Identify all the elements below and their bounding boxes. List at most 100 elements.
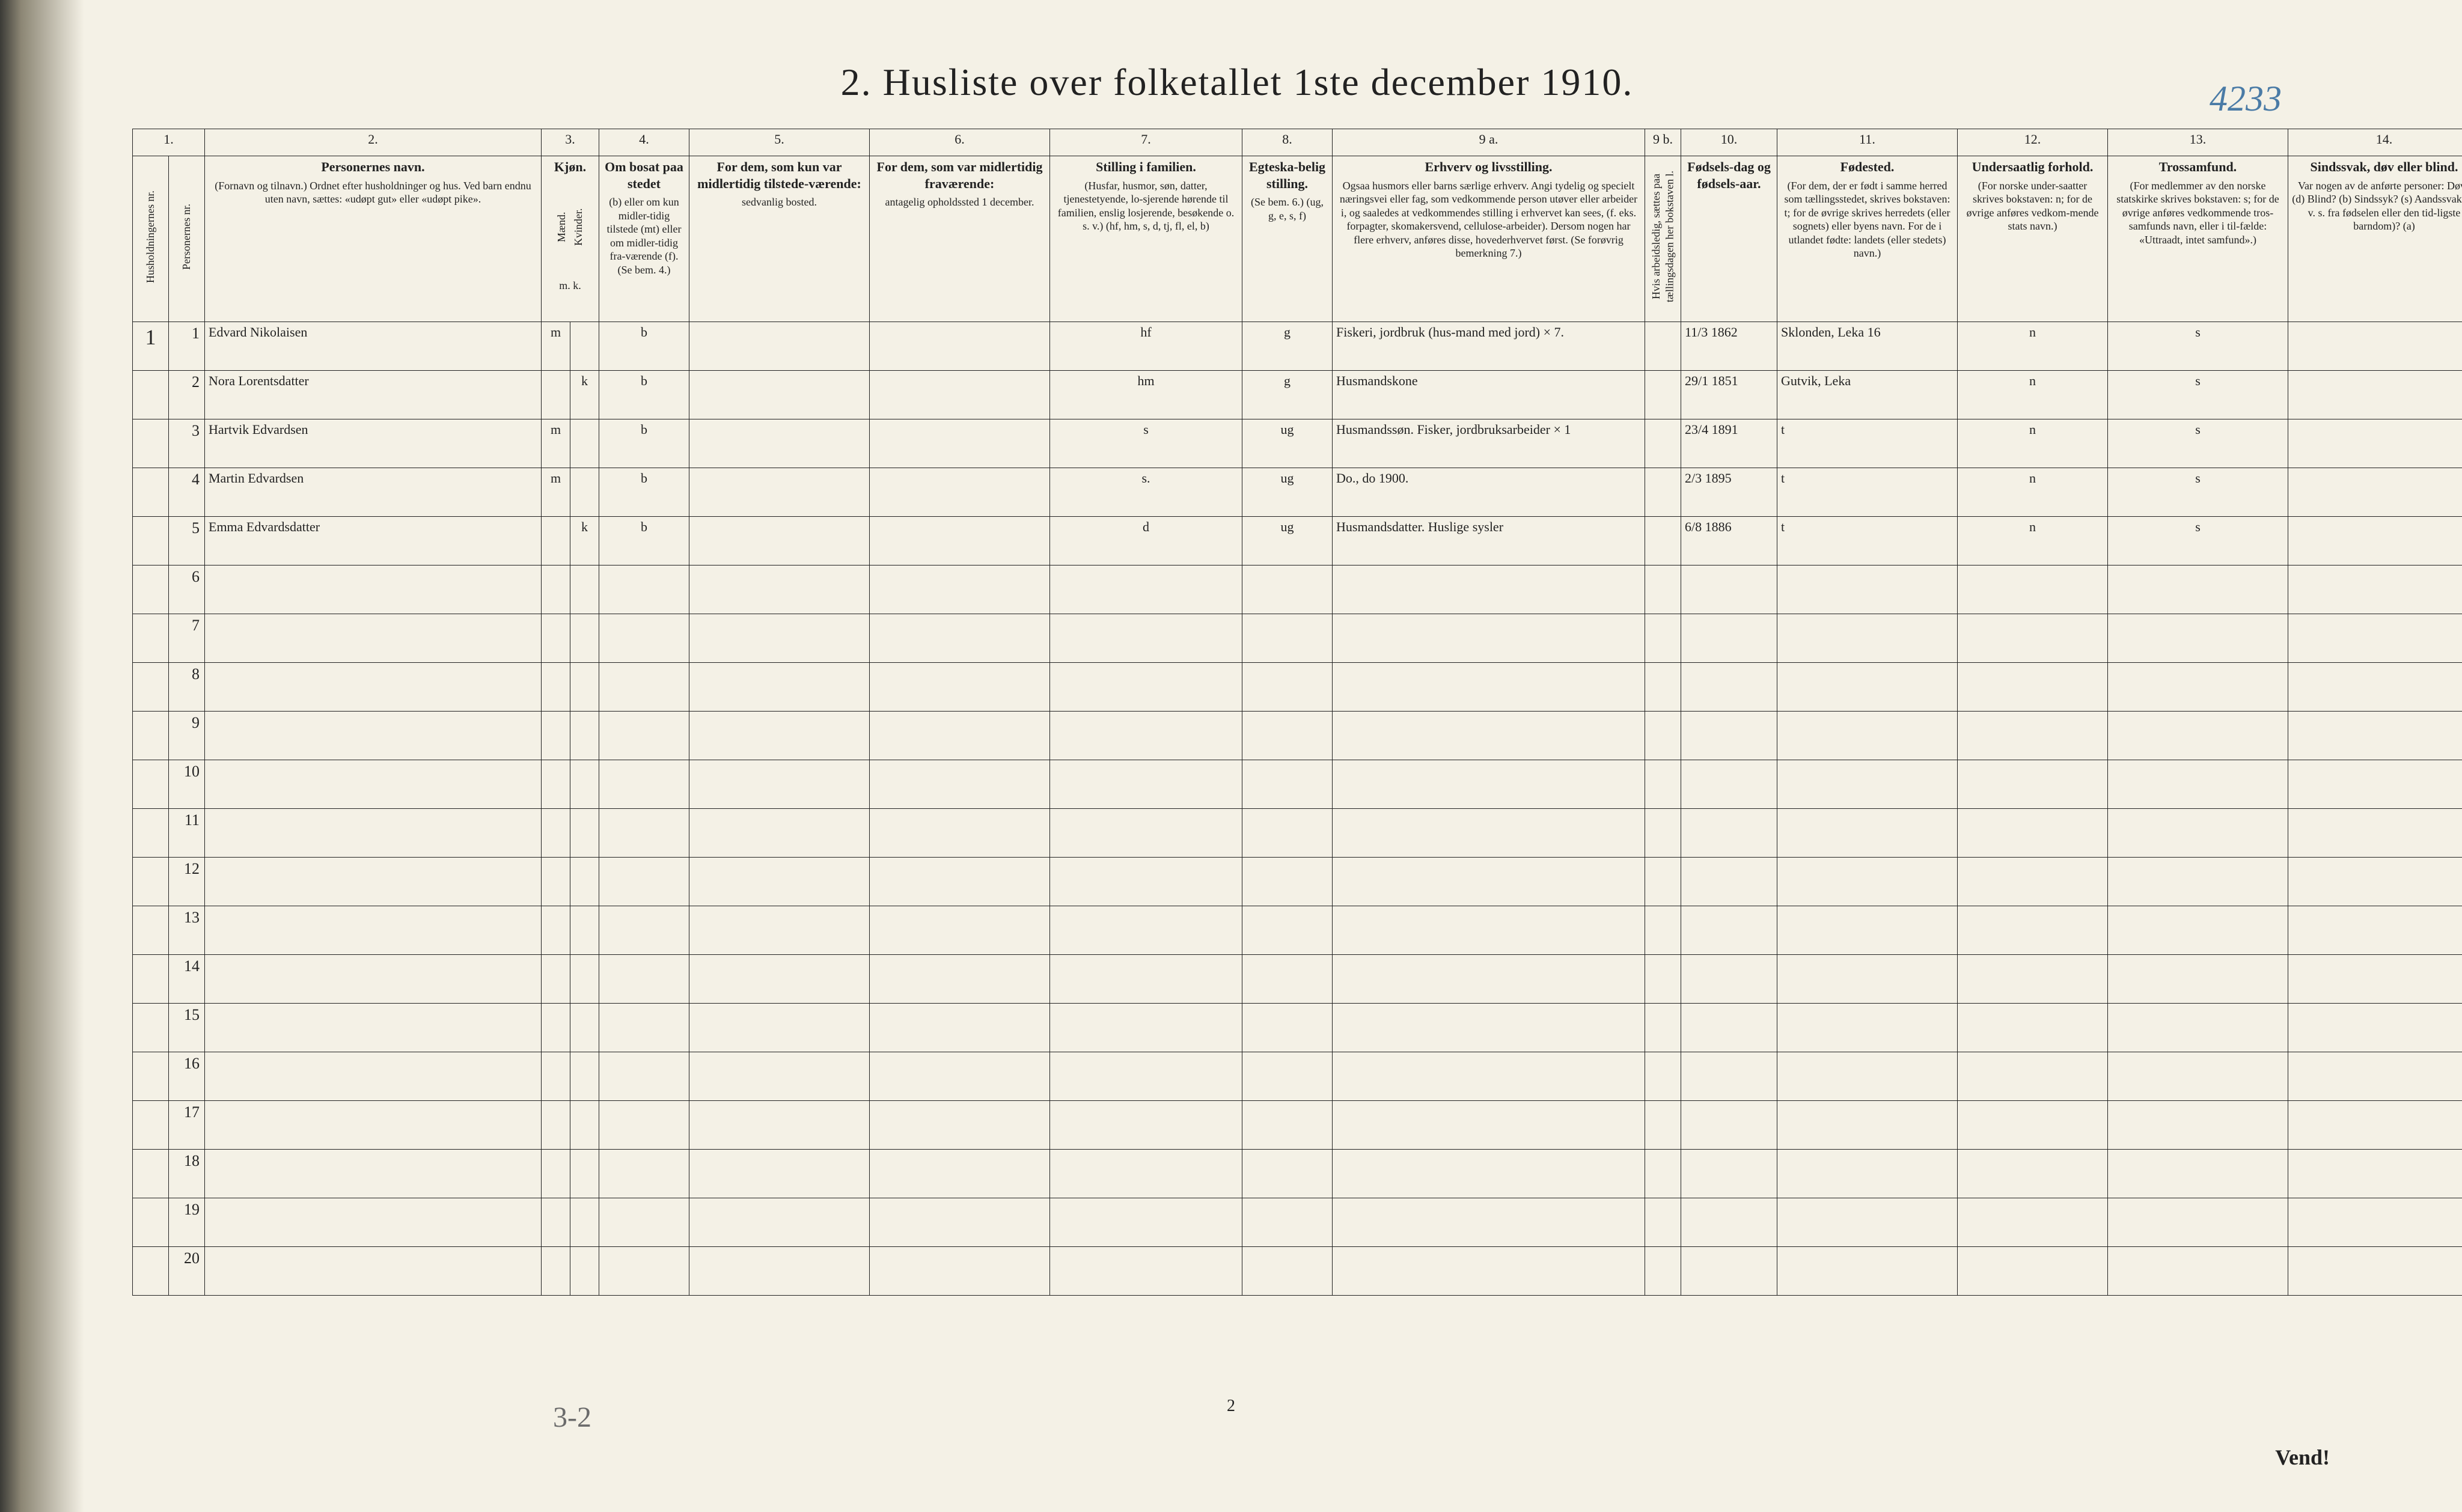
cell-bosat — [599, 808, 689, 857]
cell-sind — [2288, 1198, 2462, 1246]
cell-m — [542, 808, 570, 857]
cell-und — [1958, 614, 2108, 662]
cell-name — [205, 614, 542, 662]
cell-9b — [1645, 711, 1681, 760]
cell-pn: 10 — [169, 760, 205, 808]
cell-und: n — [1958, 468, 2108, 516]
cell-mt — [689, 1246, 870, 1295]
cell-fsted — [1777, 1246, 1958, 1295]
cell-k — [570, 322, 599, 370]
cell-pn: 7 — [169, 614, 205, 662]
cell-k — [570, 1149, 599, 1198]
cell-name: Hartvik Edvardsen — [205, 419, 542, 468]
cell-sind — [2288, 565, 2462, 614]
cell-m — [542, 1052, 570, 1100]
cell-erhverv — [1333, 1149, 1645, 1198]
cell-pn: 11 — [169, 808, 205, 857]
cell-tro — [2108, 1149, 2288, 1198]
cell-tro — [2108, 954, 2288, 1003]
cell-name — [205, 711, 542, 760]
cell-mt — [689, 662, 870, 711]
cell-erhverv — [1333, 857, 1645, 906]
cell-k — [570, 1100, 599, 1149]
cell-9b — [1645, 662, 1681, 711]
table-row: 5Emma EdvardsdatterkbdugHusmandsdatter. … — [133, 516, 2462, 565]
cell-name: Nora Lorentsdatter — [205, 370, 542, 419]
cell-m — [542, 711, 570, 760]
table-row: 15 — [133, 1003, 2462, 1052]
cell-m: m — [542, 419, 570, 468]
cell-pn: 8 — [169, 662, 205, 711]
cell-egt: ug — [1242, 419, 1333, 468]
cell-egt — [1242, 1149, 1333, 1198]
cell-sind — [2288, 711, 2462, 760]
cell-erhverv: Do., do 1900. — [1333, 468, 1645, 516]
cell-k: k — [570, 370, 599, 419]
table-row: 9 — [133, 711, 2462, 760]
cell-egt — [1242, 760, 1333, 808]
cell-9b — [1645, 1052, 1681, 1100]
cell-tro — [2108, 1198, 2288, 1246]
cell-9b — [1645, 419, 1681, 468]
cell-frv — [870, 1198, 1050, 1246]
cell-name — [205, 1149, 542, 1198]
cell-stilling — [1050, 711, 1242, 760]
cell-tro — [2108, 565, 2288, 614]
cell-fdato: 23/4 1891 — [1681, 419, 1777, 468]
cell-fdato: 11/3 1862 — [1681, 322, 1777, 370]
cell-tro — [2108, 760, 2288, 808]
cell-k — [570, 1003, 599, 1052]
cell-fsted — [1777, 808, 1958, 857]
cell-erhverv — [1333, 1003, 1645, 1052]
cell-pn: 3 — [169, 419, 205, 468]
hdr-hh: Husholdningernes nr. — [133, 156, 169, 322]
cell-und — [1958, 711, 2108, 760]
cell-erhverv: Husmandssøn. Fisker, jordbruksarbeider ×… — [1333, 419, 1645, 468]
cell-mt — [689, 322, 870, 370]
cell-und — [1958, 1198, 2108, 1246]
cell-egt — [1242, 906, 1333, 954]
cell-frv — [870, 954, 1050, 1003]
table-row: 3Hartvik EdvardsenmbsugHusmandssøn. Fisk… — [133, 419, 2462, 468]
cell-m — [542, 565, 570, 614]
hdr-sind: Sindssvak, døv eller blind. Var nogen av… — [2288, 156, 2462, 322]
cell-mt — [689, 1198, 870, 1246]
cell-bosat — [599, 662, 689, 711]
table-row: 8 — [133, 662, 2462, 711]
cell-pn: 4 — [169, 468, 205, 516]
cell-pn: 16 — [169, 1052, 205, 1100]
cell-fsted — [1777, 1003, 1958, 1052]
census-table: 1. 2. 3. 4. 5. 6. 7. 8. 9 a. 9 b. 10. 11… — [132, 129, 2462, 1296]
hdr-bosat: Om bosat paa stedet (b) eller om kun mid… — [599, 156, 689, 322]
cell-m — [542, 760, 570, 808]
cell-fsted — [1777, 1198, 1958, 1246]
hdr-mt: For dem, som kun var midlertidig tilsted… — [689, 156, 870, 322]
cell-und: n — [1958, 322, 2108, 370]
cell-fdato — [1681, 760, 1777, 808]
cell-tro — [2108, 857, 2288, 906]
cell-und — [1958, 662, 2108, 711]
cell-mt — [689, 516, 870, 565]
cell-k — [570, 1052, 599, 1100]
cell-frv — [870, 565, 1050, 614]
cell-und — [1958, 1100, 2108, 1149]
hdr-und: Undersaatlig forhold. (For norske under-… — [1958, 156, 2108, 322]
cell-hh — [133, 468, 169, 516]
cell-k — [570, 614, 599, 662]
cell-tro — [2108, 1100, 2288, 1149]
cell-pn: 20 — [169, 1246, 205, 1295]
cell-pn: 9 — [169, 711, 205, 760]
cell-bosat — [599, 565, 689, 614]
cell-und: n — [1958, 419, 2108, 468]
cell-fdato: 6/8 1886 — [1681, 516, 1777, 565]
cell-name — [205, 1246, 542, 1295]
cell-und: n — [1958, 516, 2108, 565]
cell-hh — [133, 662, 169, 711]
cell-k — [570, 808, 599, 857]
cell-hh — [133, 857, 169, 906]
hdr-fdato: Fødsels-dag og fødsels-aar. — [1681, 156, 1777, 322]
cell-k — [570, 760, 599, 808]
cell-egt — [1242, 1100, 1333, 1149]
cell-9b — [1645, 516, 1681, 565]
cell-name — [205, 857, 542, 906]
